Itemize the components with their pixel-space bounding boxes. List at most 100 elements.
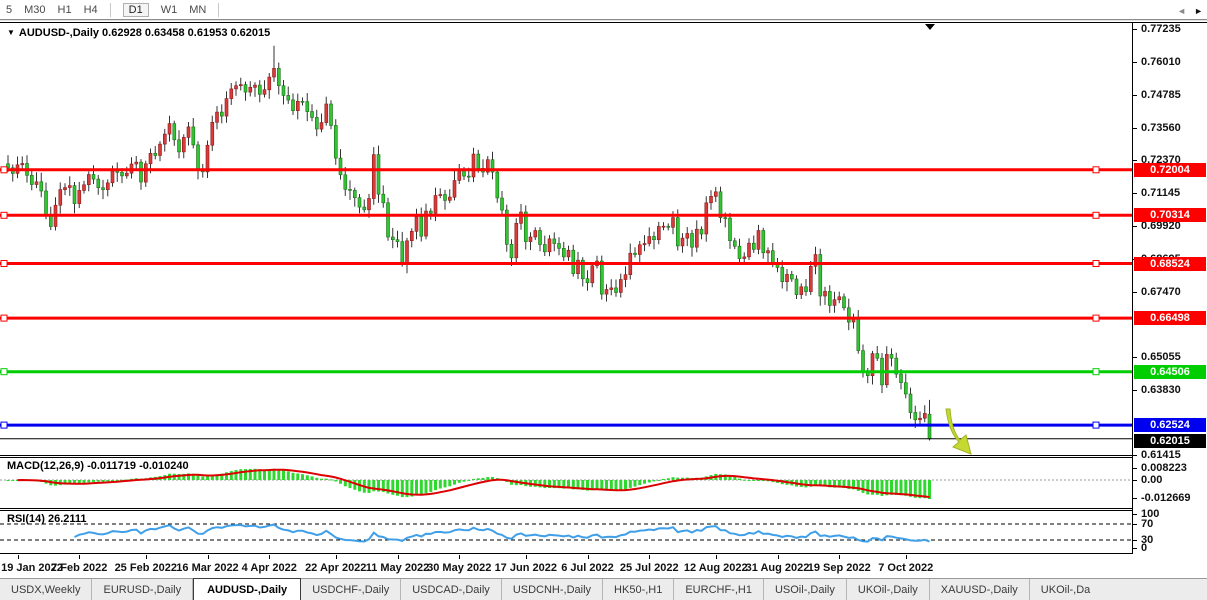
symbol-tab-ukoil-da[interactable]: UKOil-,Da: [1040, 583, 1091, 596]
macd-scale-label: -0.012669: [1141, 492, 1191, 505]
axis-tick: [1133, 127, 1137, 129]
axis-tick: [839, 555, 841, 559]
symbol-tab-audusd-daily[interactable]: AUDUSD-,Daily: [193, 578, 302, 600]
panel-divider: [0, 457, 1133, 458]
panel-divider: [0, 508, 1133, 509]
axis-tick: [1133, 480, 1137, 481]
price-axis: 0.77235 0.76010 0.74785 0.73560 0.72370 0.711…: [1132, 23, 1207, 554]
line-handle[interactable]: [1092, 166, 1100, 174]
symbol-tab-ukoil-daily[interactable]: UKOil-,Daily: [847, 579, 930, 600]
symbol-tab-usdx-weekly[interactable]: USDX,Weekly: [0, 579, 93, 600]
horizontal-line-0.66498[interactable]: [0, 314, 1132, 322]
axis-tick: [145, 555, 147, 559]
axis-tick: [649, 555, 651, 559]
toolbar-separator: [0, 19, 1207, 20]
symbol-tab-hk50-h1[interactable]: HK50-,H1: [603, 579, 675, 600]
timeframe-button-D1[interactable]: D1: [122, 2, 149, 17]
price-tick-label: 0.69920: [1141, 219, 1181, 232]
axis-tick: [1133, 498, 1137, 500]
axis-tick: [1133, 159, 1137, 161]
tab-scroll-right-icon[interactable]: ►: [1194, 6, 1203, 16]
axis-tick: [1133, 356, 1137, 358]
date-tick-label: 12 Aug 2022: [683, 562, 748, 574]
horizontal-line-0.62524[interactable]: [0, 421, 1132, 429]
macd-chart-canvas: [0, 468, 1132, 499]
line-handle[interactable]: [1092, 421, 1100, 429]
main-chart-panel[interactable]: [0, 23, 1132, 455]
rsi-chart-canvas: [0, 523, 1132, 543]
axis-tick: [1133, 548, 1137, 549]
chart-shift-marker-icon[interactable]: [925, 24, 935, 30]
date-tick-label: 17 Jun 2022: [494, 562, 557, 574]
macd-scale-label: 0.00: [1141, 474, 1163, 486]
horizontal-line-0.64506[interactable]: [0, 368, 1132, 376]
line-handle[interactable]: [1092, 211, 1100, 219]
date-tick-label: 30 May 2022: [427, 562, 492, 574]
rsi-scale-label: 100: [1141, 508, 1160, 520]
current-price-flag: 0.62015: [1134, 433, 1206, 448]
line-handle[interactable]: [0, 166, 8, 174]
axis-tick: [1133, 225, 1137, 227]
symbol-tab-xauusd-daily[interactable]: XAUUSD-,Daily: [930, 579, 1030, 600]
axis-tick: [1133, 291, 1137, 293]
line-handle[interactable]: [0, 314, 8, 322]
line-handle[interactable]: [1092, 260, 1100, 267]
line-handle[interactable]: [0, 421, 8, 429]
symbol-tab-usdchf-daily[interactable]: USDCHF-,Daily: [301, 579, 402, 600]
timeframe-button-H1[interactable]: H1: [57, 3, 72, 16]
axis-tick: [1133, 61, 1137, 63]
horizontal-line-0.68524[interactable]: [0, 260, 1132, 267]
price-tick-label: 0.73560: [1141, 121, 1181, 134]
price-tick-label: 0.61415: [1141, 448, 1181, 461]
line-handle[interactable]: [0, 260, 8, 267]
axis-tick: [777, 555, 779, 559]
macd-signal-line: [17, 468, 930, 498]
tab-scroll-controls: ◄ ►: [1177, 0, 1203, 22]
horizontal-line-0.72004[interactable]: [0, 166, 1132, 174]
axis-tick: [587, 555, 589, 559]
candlestick-series: [6, 45, 932, 441]
rsi-scale-label: 30: [1141, 534, 1154, 546]
date-tick-label: 25 Jul 2022: [619, 562, 679, 574]
axis-tick: [1133, 540, 1137, 541]
axis-tick: [335, 555, 337, 559]
symbol-dropdown-icon[interactable]: ▼: [7, 28, 15, 37]
axis-tick: [1133, 94, 1137, 96]
rsi-line: [74, 523, 930, 543]
line-handle[interactable]: [0, 211, 8, 219]
symbol-tab-eurusd-daily[interactable]: EURUSD-,Daily: [92, 579, 194, 600]
line-handle[interactable]: [1092, 314, 1100, 322]
date-tick-label: 11 May 2022: [365, 562, 430, 574]
chart-title-text: AUDUSD-,Daily 0.62928 0.63458 0.61953 0.…: [18, 27, 271, 39]
line-handle[interactable]: [0, 368, 8, 376]
date-tick-label: 31 Aug 2022: [745, 562, 810, 574]
price-tick-label: 0.71145: [1141, 186, 1181, 199]
timeframe-button-H4[interactable]: H4: [83, 3, 98, 16]
axis-tick: [715, 555, 717, 559]
chart-border-top: [0, 22, 1207, 23]
timeframe-button-5[interactable]: 5: [6, 3, 13, 16]
panel-divider: [0, 510, 1133, 511]
axis-tick: [1133, 389, 1137, 391]
date-tick-label: 7 Oct 2022: [878, 562, 934, 574]
tab-scroll-left-icon[interactable]: ◄: [1177, 6, 1187, 16]
toolbar-separator: [218, 2, 220, 17]
symbol-tab-usoil-daily[interactable]: USOil-,Daily: [764, 579, 847, 600]
down-arrow-annotation[interactable]: [945, 408, 972, 455]
hline-price-flag: 0.70314: [1134, 208, 1206, 223]
symbol-tab-usdcnh-daily[interactable]: USDCNH-,Daily: [502, 579, 604, 600]
candlestick-chart-canvas[interactable]: [0, 23, 1132, 455]
line-handle[interactable]: [1092, 368, 1100, 376]
symbol-tab-usdcad-daily[interactable]: USDCAD-,Daily: [401, 579, 502, 600]
price-tick-label: 0.67470: [1141, 285, 1181, 298]
timeframe-button-MN[interactable]: MN: [189, 3, 207, 16]
symbol-tab-eurchf-h1[interactable]: EURCHF-,H1: [674, 579, 764, 600]
rsi-label: RSI(14) 26.2111: [7, 513, 87, 525]
timeframe-button-M30[interactable]: M30: [24, 3, 46, 16]
date-tick-label: 22 Apr 2022: [305, 562, 367, 574]
chart-title: ▼ AUDUSD-,Daily 0.62928 0.63458 0.61953 0…: [7, 27, 270, 39]
date-axis: 19 Jan 2022 7 Feb 2022 25 Feb 2022 16 Mar 2…: [0, 555, 1132, 577]
axis-tick: [397, 555, 399, 559]
timeframe-button-W1[interactable]: W1: [160, 3, 178, 16]
horizontal-line-0.70314[interactable]: [0, 211, 1132, 219]
